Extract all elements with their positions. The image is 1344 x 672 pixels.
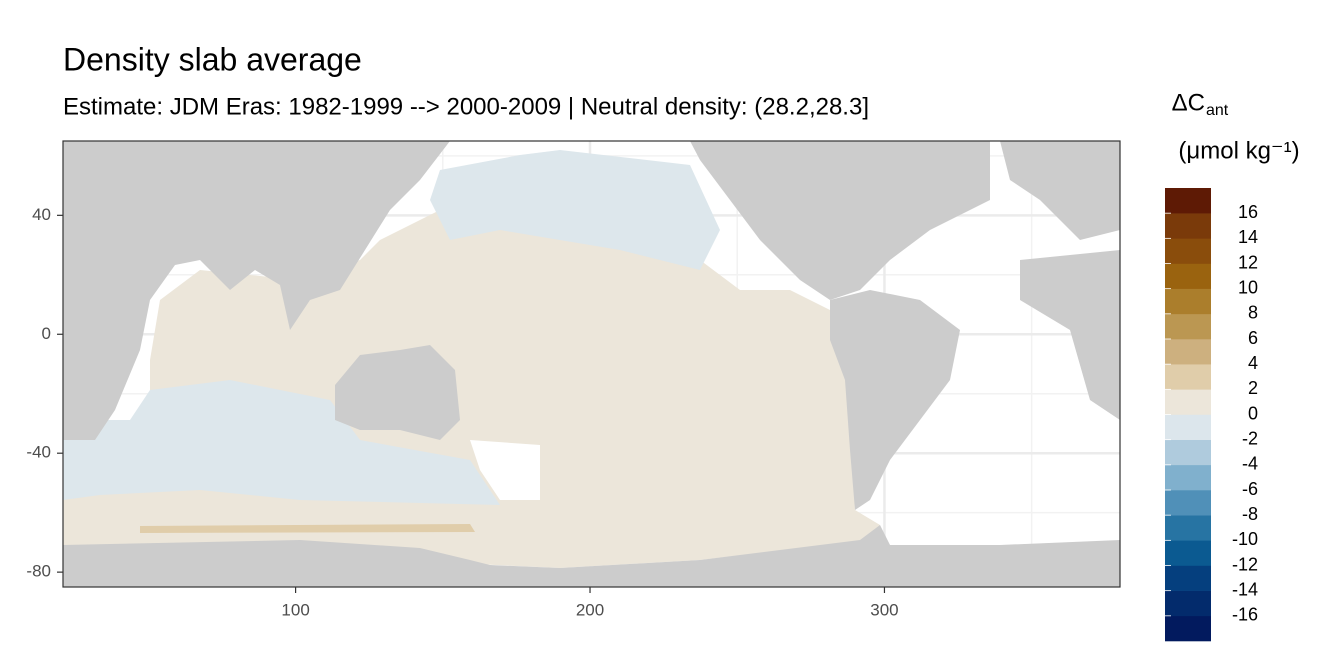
color-bin [1165,288,1211,315]
color-bin [1165,590,1211,617]
color-bin [1165,540,1211,566]
legend: -16 -14 -12 -10 -8 -6 -4 -2 0 2 4 6 8 10 12 14 16 [1165,188,1258,642]
land [830,290,960,510]
color-bin [1165,490,1211,516]
y-tick-label: -40 [26,443,51,462]
legend-label: -2 [1242,428,1258,448]
legend-label: 16 [1238,202,1258,222]
legend-label: -14 [1232,579,1258,599]
land [690,141,990,300]
color-bin [1165,263,1211,289]
color-bin [1165,313,1211,340]
legend-label: -16 [1232,605,1258,625]
chart-title: Density slab average [63,41,362,77]
color-bin [1165,389,1211,415]
legend-label: 6 [1248,328,1258,348]
y-tick-label: -80 [26,562,51,581]
y-tick-label: 0 [42,324,51,343]
legend-label: 12 [1238,252,1258,272]
legend-label: 14 [1238,227,1258,247]
y-tick-label: 40 [32,205,51,224]
land [335,345,460,440]
legend-subscript: ant [1206,102,1229,119]
land [63,525,1120,587]
ocean-negative [430,150,720,270]
legend-label: -8 [1242,504,1258,524]
legend-label: -6 [1242,479,1258,499]
color-bin [1165,565,1211,591]
chart-subtitle: Estimate: JDM Eras: 1982-1999 --> 2000-2… [63,93,869,120]
panel-border [62,140,1121,588]
color-bin [1165,238,1211,264]
legend-label: -4 [1242,454,1258,474]
color-bin [1165,188,1211,214]
color-bin [1165,414,1211,440]
legend-unit: (μmol kg⁻¹) [1178,137,1299,164]
ocean-negative [63,380,500,505]
ocean-positive [140,524,475,533]
x-tick-label: 200 [576,600,604,619]
color-bin [1165,615,1211,642]
land [1000,141,1120,240]
legend-title: ΔC [1172,89,1205,116]
legend-label: 4 [1248,353,1258,373]
x-tick-label: 100 [281,600,309,619]
legend-label: 0 [1248,403,1258,423]
no-data [470,440,540,500]
color-bin [1165,464,1211,491]
x-tick-label: 300 [870,600,898,619]
legend-label: -10 [1232,529,1258,549]
land [1020,250,1120,420]
legend-label: 10 [1238,277,1258,297]
map [63,141,1120,587]
legend-label: 8 [1248,303,1258,323]
legend-label: -12 [1232,554,1258,574]
color-bin [1165,439,1211,466]
color-bin [1165,515,1211,541]
axes: 100 200 300 -80 -40 0 40 [26,205,898,620]
color-bin [1165,339,1211,365]
color-bin [1165,213,1211,239]
color-bin [1165,364,1211,390]
land [63,141,450,440]
legend-label: 2 [1248,378,1258,398]
